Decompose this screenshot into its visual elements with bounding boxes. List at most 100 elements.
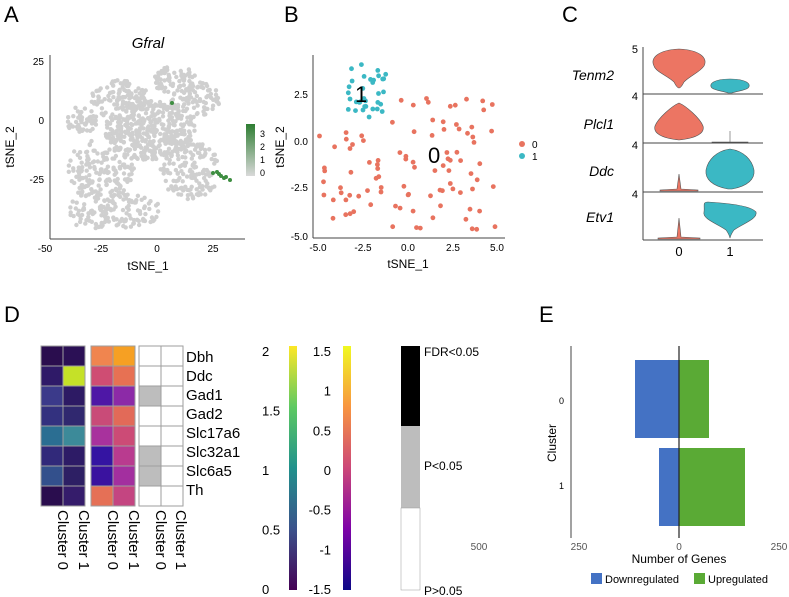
cell-point [182, 128, 187, 133]
cell-point [185, 88, 190, 93]
panel-c: C Tenm2 Plcl1 Ddc Etv1 5 4 4 4 0 1 [562, 2, 763, 259]
cell-point [162, 132, 167, 137]
cluster-0-point [376, 174, 382, 180]
x-tick-label: -5.0 [309, 243, 327, 254]
cell-point [132, 146, 138, 152]
cell-point [161, 103, 166, 108]
cell-point [156, 86, 161, 91]
cluster-0-point [368, 202, 374, 208]
cell-point [181, 104, 186, 109]
cluster-0-point [390, 119, 395, 125]
cluster-0-point [469, 124, 475, 130]
heatmap-cell [138, 445, 162, 467]
cell-point [115, 128, 120, 133]
cell-point [90, 211, 96, 216]
cell-point [126, 177, 131, 182]
cell-point [76, 165, 82, 170]
cell-point [134, 128, 139, 133]
cell-point [116, 135, 122, 140]
bar-downregulated-cluster-1 [659, 448, 679, 526]
cell-point [96, 97, 101, 103]
cluster-0-point [456, 126, 462, 132]
cell-point [98, 170, 103, 175]
y-tick-label: -25 [30, 175, 45, 186]
cell-point [86, 214, 91, 220]
x-tick-label: 500 [471, 542, 488, 553]
cell-point [86, 157, 91, 162]
panel-b-y-label: tSNE_2 [273, 126, 287, 168]
cell-point [97, 177, 102, 182]
cell-point [85, 183, 91, 188]
cell-point [107, 198, 112, 204]
cluster-0-point [322, 165, 327, 171]
cluster-0-point [375, 162, 380, 168]
cell-point [173, 148, 179, 154]
cell-point [161, 171, 166, 176]
cell-point [99, 106, 105, 111]
cluster-1-point [346, 84, 352, 90]
panel-c-letter: C [562, 2, 578, 27]
cell-point [194, 93, 200, 99]
y-tick-label: 25 [33, 57, 45, 68]
cell-point [87, 165, 93, 170]
cell-point [153, 112, 158, 117]
cluster-0-point [446, 168, 452, 174]
heatmap-column-label: Cluster 0 [152, 510, 169, 570]
cluster-0-point [403, 156, 409, 162]
heatmap-cell [138, 405, 162, 427]
cell-point [140, 136, 145, 141]
cluster-tick: 1 [559, 481, 564, 491]
cell-point [95, 151, 100, 156]
cell-point [111, 131, 117, 136]
cell-point [162, 139, 168, 144]
cell-point [79, 160, 84, 165]
cell-point [87, 142, 93, 148]
bar-marks [635, 360, 745, 526]
cluster-0-point [356, 193, 362, 199]
cluster-1-point [366, 114, 372, 120]
cluster-0-point [467, 206, 473, 212]
cell-point [170, 118, 176, 124]
cluster-1-point [347, 96, 353, 102]
cell-point [187, 91, 193, 96]
cluster-0-point [489, 102, 495, 107]
cell-point [73, 206, 79, 211]
cluster-1-point [375, 100, 381, 105]
cluster-0-point [393, 203, 398, 209]
cluster-0-point [343, 212, 349, 218]
cell-point [105, 164, 111, 169]
cell-point [84, 217, 89, 223]
sig-label-p: P<0.05 [424, 459, 463, 473]
cell-point [76, 208, 82, 213]
cell-point [89, 138, 94, 144]
cluster-0-point [348, 169, 354, 175]
cell-point [115, 131, 120, 137]
cell-point [92, 189, 97, 194]
heatmap-gene-label: Slc32a1 [186, 444, 240, 461]
heatmap-cell [112, 465, 136, 487]
cell-point [156, 109, 161, 114]
cell-point [145, 126, 150, 132]
cluster-0-point [452, 102, 458, 108]
cell-point [72, 149, 77, 154]
cell-point [177, 84, 182, 89]
cluster-0-point [417, 225, 423, 231]
cell-point [78, 110, 83, 115]
cluster-0-point [398, 97, 404, 103]
cell-point [191, 114, 196, 120]
cluster-1-point [359, 62, 364, 67]
heatmap-cell [112, 365, 136, 387]
cluster-1-point [362, 104, 368, 109]
cell-point [122, 153, 127, 159]
heatmap-gene-label: Ddc [186, 368, 213, 385]
tsne-cell-cloud [65, 65, 232, 231]
cell-point [82, 202, 87, 207]
violin-tenm2-cluster-1 [710, 78, 750, 94]
cell-point [122, 162, 127, 167]
cell-point [163, 178, 168, 184]
cluster-0-point [361, 138, 366, 144]
violin-y-tick: 4 [632, 140, 638, 152]
cell-point [204, 83, 210, 89]
heatmap-cell [160, 385, 184, 407]
cell-point [192, 123, 197, 128]
